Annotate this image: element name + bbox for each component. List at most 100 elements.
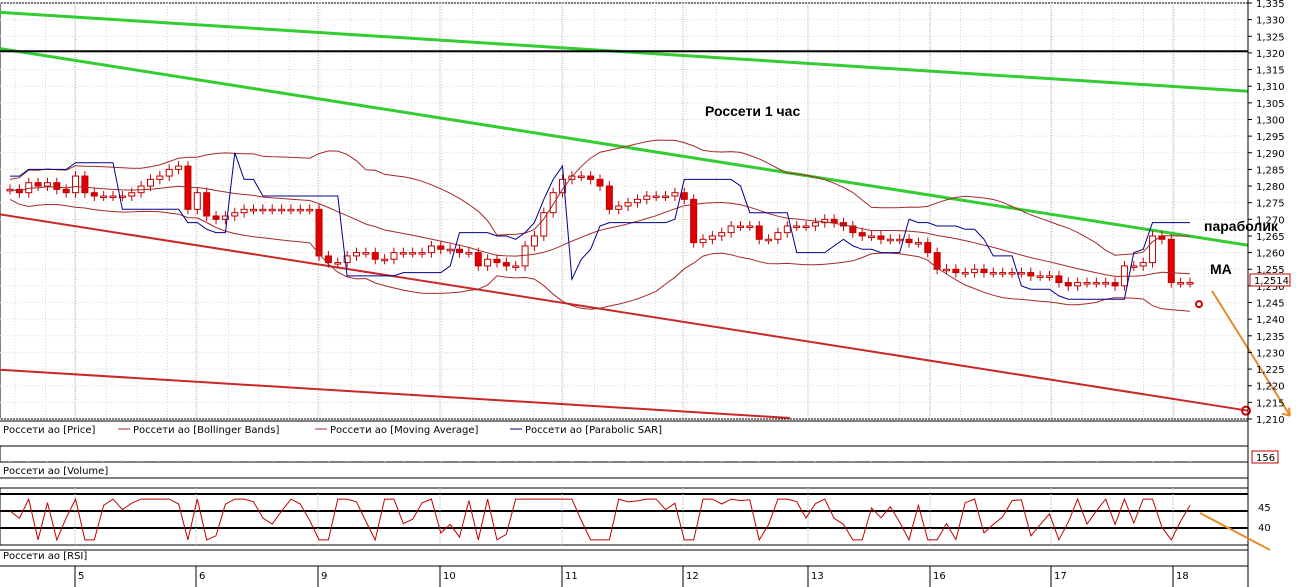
price-tick-label: 1,335 <box>1256 0 1285 10</box>
candle <box>1036 275 1044 278</box>
price-tick-label: 1,325 <box>1256 32 1285 43</box>
time-tick-label: 18 <box>1176 571 1189 582</box>
volume-value-box <box>1251 450 1279 464</box>
candle <box>100 195 108 199</box>
candle <box>1149 235 1157 264</box>
candle <box>1186 282 1194 285</box>
candle <box>109 195 117 199</box>
candle <box>774 232 782 240</box>
candle <box>465 252 473 255</box>
price-tick-label: 1,265 <box>1256 232 1285 243</box>
candle <box>765 238 773 242</box>
last-price-label: 1,2514 <box>1254 276 1289 287</box>
candle <box>306 208 314 212</box>
candle <box>371 252 379 260</box>
candle <box>605 185 613 210</box>
candle <box>1167 238 1175 284</box>
candle <box>128 192 136 197</box>
candle <box>896 238 904 242</box>
legend-label: Россети ао [Price] <box>3 425 96 436</box>
candle <box>399 252 407 255</box>
bollinger-upper <box>9 139 1191 256</box>
time-tick-label: 6 <box>199 571 205 582</box>
candle <box>633 198 641 204</box>
candle <box>502 262 510 267</box>
candle <box>409 252 417 255</box>
candle <box>278 208 286 212</box>
candle <box>1102 282 1110 285</box>
candle <box>221 215 229 220</box>
price-tick-label: 1,240 <box>1256 315 1285 326</box>
candle <box>493 258 501 264</box>
candle <box>240 208 248 214</box>
candle <box>540 212 548 237</box>
candle <box>34 182 42 187</box>
moving-average <box>9 185 1191 277</box>
candle <box>680 192 688 200</box>
candle <box>999 272 1007 275</box>
price-pane-frame <box>0 2 1249 420</box>
candle <box>718 232 726 237</box>
candle <box>989 272 997 275</box>
candle <box>886 238 894 242</box>
volume-pane-label: Россети ао [Volume] <box>3 466 108 477</box>
projection-arrow <box>1211 290 1291 417</box>
time-tick-label: 5 <box>78 571 84 582</box>
candle <box>212 215 220 220</box>
candle <box>793 225 801 228</box>
candle <box>81 175 89 194</box>
candle <box>699 238 707 244</box>
candle <box>652 195 660 199</box>
price-tick-label: 1,230 <box>1256 348 1285 359</box>
volume-frame <box>0 445 1249 463</box>
time-axis: 5 6 9 10 11 12 13 16 17 18 <box>0 565 1248 587</box>
candle <box>577 175 585 179</box>
candle <box>596 178 604 187</box>
candle <box>43 182 51 187</box>
legend-label: Россети ао [Parabolic SAR] <box>525 425 662 436</box>
arrow-head <box>1281 407 1291 417</box>
candle <box>530 235 538 247</box>
candle <box>156 175 164 180</box>
volume-value: 156 <box>1256 453 1275 464</box>
legend-label: Россети ао [Moving Average] <box>330 425 478 436</box>
candle <box>512 265 520 268</box>
candle <box>418 252 426 255</box>
candle <box>849 225 857 234</box>
candle <box>587 175 595 180</box>
candle <box>1130 265 1138 268</box>
candle <box>362 252 370 255</box>
candle <box>727 225 735 234</box>
price-pane <box>0 2 1291 420</box>
candle <box>1027 272 1035 277</box>
legend-label: Россети ао [Bollinger Bands] <box>133 425 279 436</box>
rsi-pane <box>0 487 1271 551</box>
price-tick-label: 1,280 <box>1256 182 1285 193</box>
price-tick-label: 1,220 <box>1256 382 1285 393</box>
candle <box>746 225 754 228</box>
candle <box>1017 272 1025 275</box>
time-tick-label: 11 <box>565 571 578 582</box>
candle <box>193 192 201 210</box>
trend-line-lower <box>0 213 1249 412</box>
candle <box>484 258 492 267</box>
candle <box>1111 282 1119 287</box>
candle <box>53 182 61 190</box>
price-axis: 1,335 1,330 1,325 1,320 1,315 1,310 1,305 1,300… <box>1247 0 1285 587</box>
rsi-level-40: 40 <box>1258 523 1271 534</box>
candle <box>905 238 913 244</box>
candle <box>446 248 454 252</box>
candle <box>1074 282 1082 287</box>
candle <box>296 208 304 212</box>
price-tick-label: 1,250 <box>1256 282 1285 293</box>
candle <box>62 188 70 194</box>
price-tick-label: 1,315 <box>1256 66 1285 77</box>
candle <box>90 192 98 197</box>
candle <box>287 208 295 212</box>
last-price-box <box>1249 273 1291 287</box>
candle <box>1008 272 1016 275</box>
price-tick-label: 1,245 <box>1256 299 1285 310</box>
price-tick-label: 1,295 <box>1256 132 1285 143</box>
candle <box>811 222 819 227</box>
candle <box>671 192 679 197</box>
